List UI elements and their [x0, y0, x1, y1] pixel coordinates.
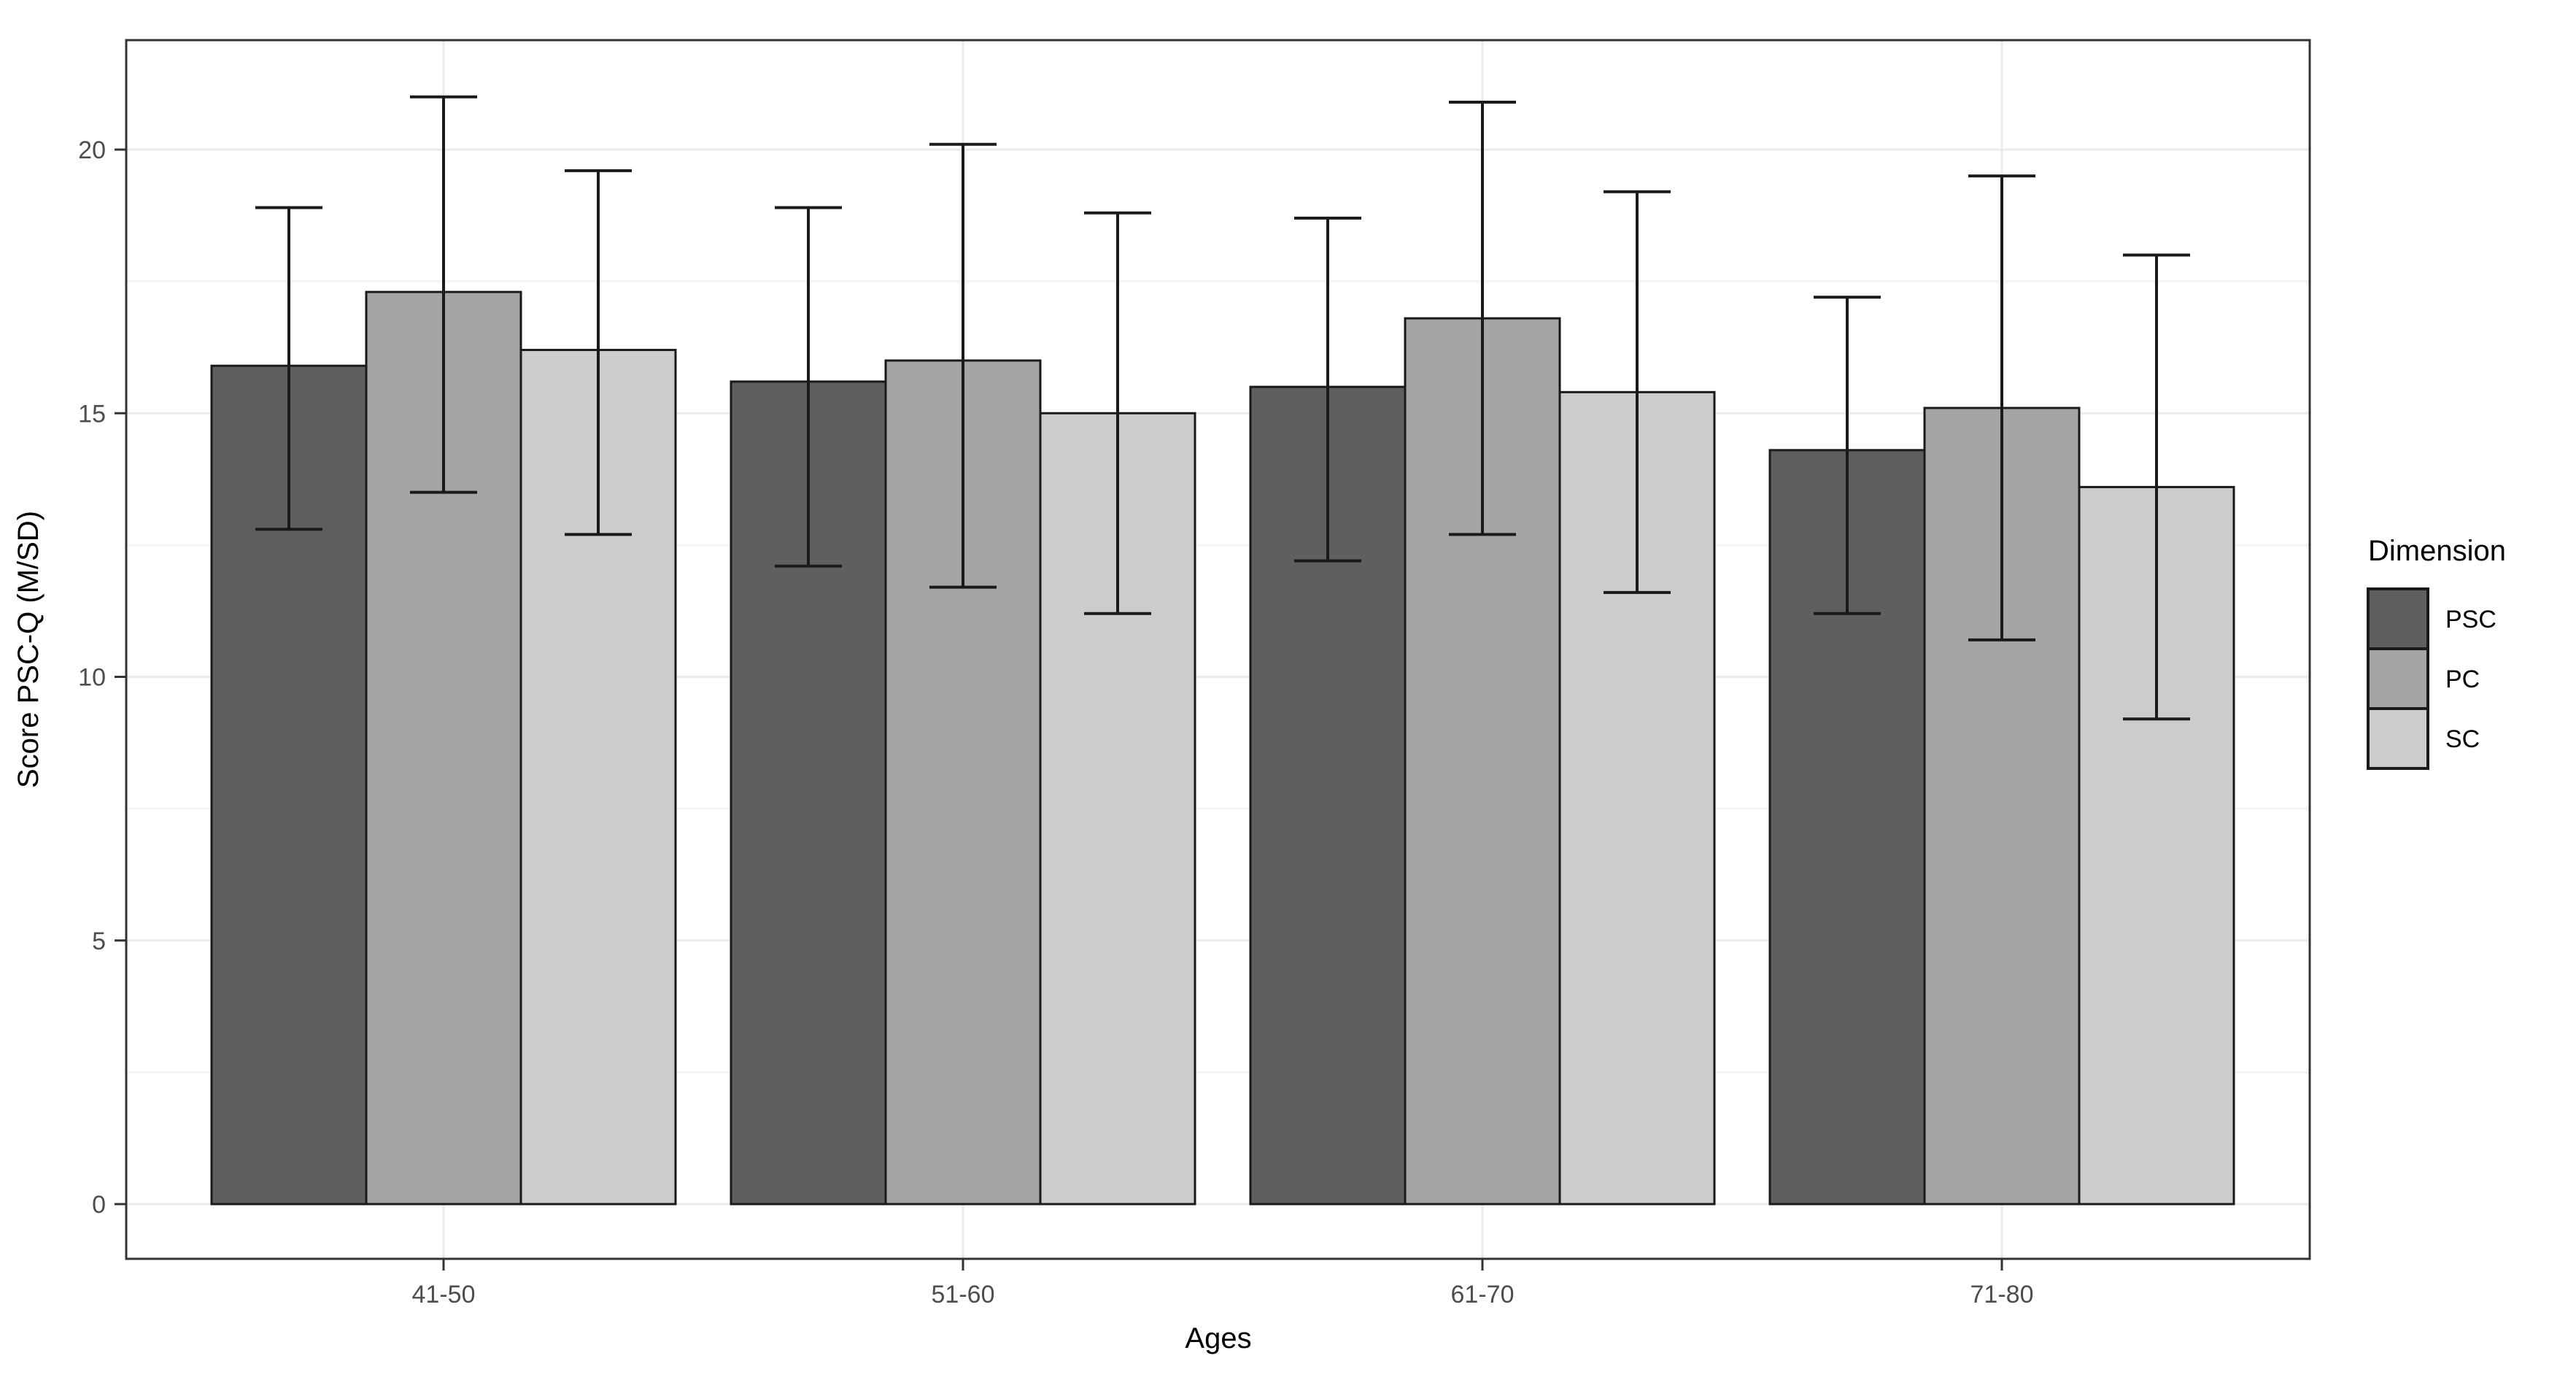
y-tick-label: 20 [78, 136, 106, 164]
legend-item-pc: PC [2367, 647, 2480, 710]
legend-swatch-psc [2367, 587, 2429, 650]
legend-label-pc: PC [2445, 666, 2480, 693]
legend-label-psc: PSC [2445, 606, 2496, 633]
x-axis-title: Ages [1185, 1322, 1251, 1354]
error-bar-pc-51-60 [929, 142, 997, 589]
error-bar-sc-51-60 [1084, 211, 1151, 615]
error-bar-pc-41-50 [410, 95, 477, 494]
x-tick-label: 61-70 [1451, 1281, 1515, 1308]
error-bar-psc-61-70 [1294, 216, 1361, 563]
y-tick-label: 5 [92, 928, 106, 955]
error-bar-pc-61-70 [1449, 100, 1516, 536]
error-bar-sc-61-70 [1604, 190, 1671, 594]
error-bar-psc-41-50 [255, 206, 322, 531]
error-bar-pc-71-80 [1968, 174, 2035, 641]
legend-swatch-pc [2367, 647, 2429, 710]
error-bar-psc-71-80 [1814, 296, 1881, 615]
legend: PSC PC SC [2367, 587, 2496, 770]
x-tick-label: 41-50 [412, 1281, 476, 1308]
y-tick-label: 0 [92, 1191, 106, 1219]
legend-title: Dimension [2368, 535, 2506, 567]
legend-swatch-sc [2367, 707, 2429, 770]
y-axis-title: Score PSC-Q (M/SD) [12, 511, 45, 788]
y-tick-label: 15 [78, 400, 106, 428]
x-tick-label: 71-80 [1970, 1281, 2034, 1308]
error-bar-sc-41-50 [565, 169, 632, 536]
panel-border [125, 39, 2311, 1260]
legend-label-sc: SC [2445, 725, 2480, 753]
x-tick-label: 51-60 [932, 1281, 995, 1308]
y-tick-label: 10 [78, 664, 106, 692]
error-bar-psc-51-60 [775, 206, 842, 568]
legend-item-sc: SC [2367, 707, 2480, 770]
legend-item-psc: PSC [2367, 587, 2496, 650]
plot-panel: 0 5 10 15 20 41-50 51-60 61-70 71-80 [78, 39, 2311, 1308]
bar-psc-61-70 [1249, 385, 1407, 1206]
error-bar-sc-71-80 [2123, 253, 2190, 721]
